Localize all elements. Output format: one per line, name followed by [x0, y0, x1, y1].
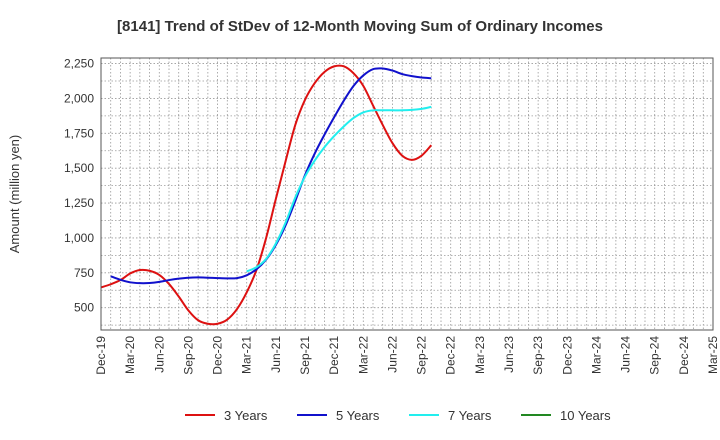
x-tick-label: Dec-21: [327, 336, 341, 375]
x-tick-label: Jun-20: [152, 336, 166, 373]
x-tick-label: Sep-22: [415, 336, 429, 375]
x-tick-label: Jun-24: [619, 336, 633, 373]
legend-label-10-years: 10 Years: [560, 408, 611, 423]
x-tick-label: Mar-22: [356, 336, 370, 374]
chart-title: [8141] Trend of StDev of 12-Month Moving…: [117, 18, 603, 35]
plot-frame: [100, 57, 714, 331]
x-tick-label: Dec-20: [211, 336, 225, 375]
y-tick-label: 750: [74, 266, 94, 280]
legend-label-7-years: 7 Years: [448, 408, 492, 423]
x-tick-label: Mar-21: [240, 336, 254, 374]
x-tick-label: Mar-24: [589, 336, 603, 374]
y-axis-label: Amount (million yen): [7, 135, 22, 254]
x-tick-label: Mar-25: [706, 336, 720, 374]
x-tick-label: Dec-23: [560, 336, 574, 375]
y-tick-label: 1,250: [64, 196, 94, 210]
x-tick-label: Sep-23: [531, 336, 545, 375]
y-tick-label: 1,500: [64, 161, 94, 175]
x-tick-label: Dec-24: [677, 336, 691, 375]
x-tick-label: Jun-22: [385, 336, 399, 373]
legend-label-3-years: 3 Years: [224, 408, 268, 423]
series-lines: [100, 64, 433, 326]
grid: [101, 58, 713, 330]
y-tick-label: 2,000: [64, 91, 94, 105]
x-tick-label: Dec-19: [94, 336, 108, 375]
x-tick-label: Sep-20: [181, 336, 195, 375]
legend-label-5-years: 5 Years: [336, 408, 380, 423]
x-tick-label: Mar-23: [473, 336, 487, 374]
x-tick-label: Dec-22: [444, 336, 458, 375]
y-tick-labels: 500 750 1,000 1,250 1,500 1,750 2,000 2,250: [64, 57, 94, 315]
x-tick-label: Jun-21: [269, 336, 283, 373]
y-tick-label: 2,250: [64, 57, 94, 71]
x-tick-label: Mar-20: [123, 336, 137, 374]
series-line-7-years: [246, 105, 432, 273]
legend: 3 Years 5 Years 7 Years 10 Years: [185, 408, 611, 423]
y-tick-label: 1,000: [64, 231, 94, 245]
x-tick-label: Jun-23: [502, 336, 516, 373]
x-tick-labels: Dec-19 Mar-20 Jun-20 Sep-20 Dec-20 Mar-21 Jun-…: [94, 336, 720, 375]
x-tick-label: Sep-24: [648, 336, 662, 375]
y-tick-label: 1,750: [64, 126, 94, 140]
y-tick-label: 500: [74, 301, 94, 315]
x-tick-label: Sep-21: [298, 336, 312, 375]
